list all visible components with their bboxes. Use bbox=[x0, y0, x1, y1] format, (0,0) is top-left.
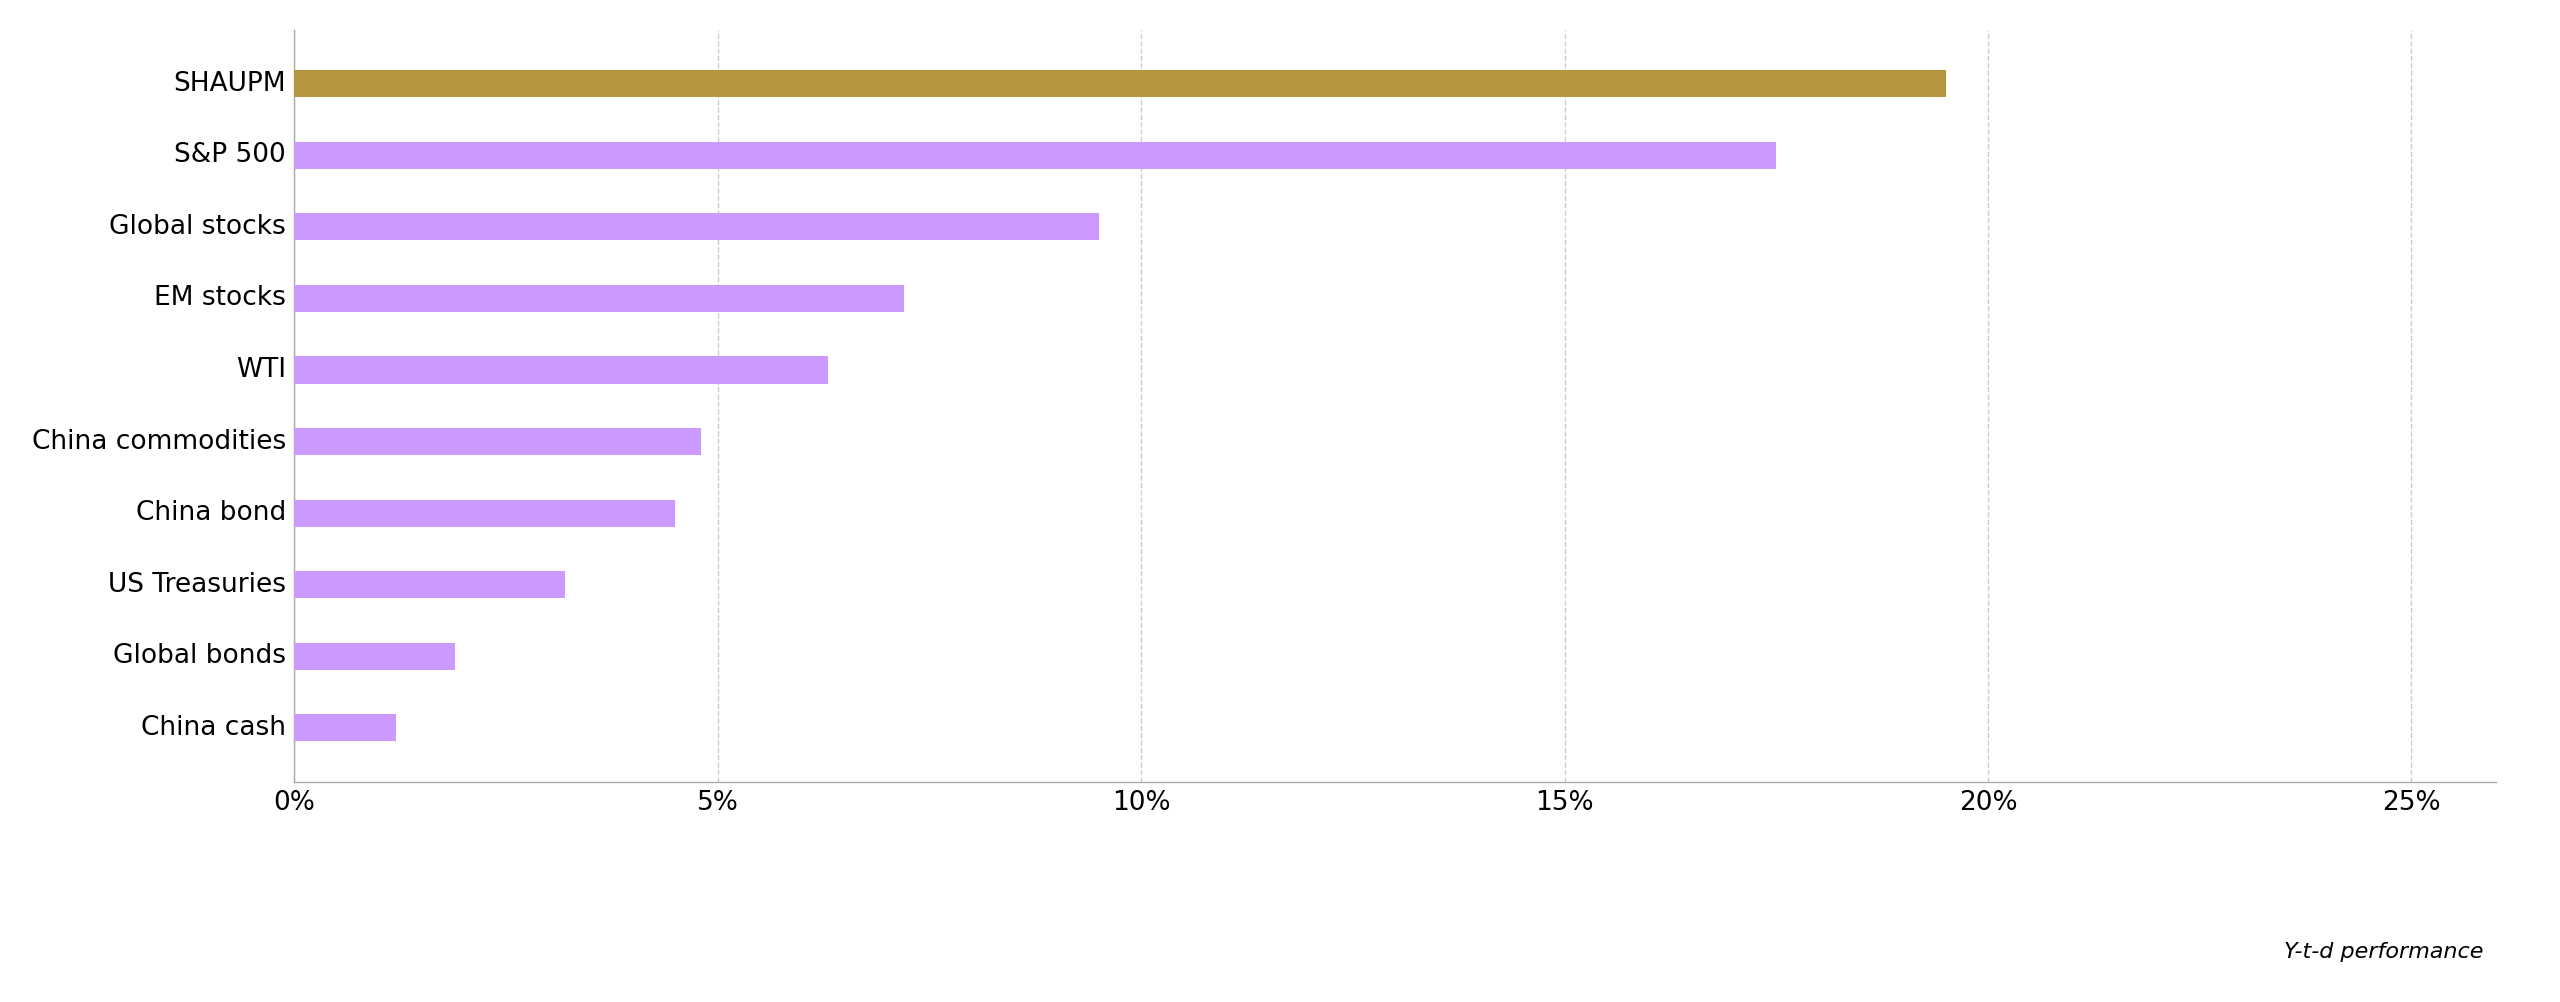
Bar bbox=[294, 500, 676, 527]
Bar bbox=[294, 714, 397, 741]
Bar bbox=[294, 141, 1777, 169]
Bar bbox=[294, 213, 1098, 240]
Text: Y-t-d performance: Y-t-d performance bbox=[2284, 942, 2483, 962]
Bar bbox=[294, 357, 827, 384]
Bar bbox=[294, 571, 566, 598]
Bar bbox=[294, 285, 904, 312]
Bar bbox=[294, 428, 701, 455]
Bar bbox=[294, 642, 456, 670]
Bar bbox=[294, 70, 1946, 97]
